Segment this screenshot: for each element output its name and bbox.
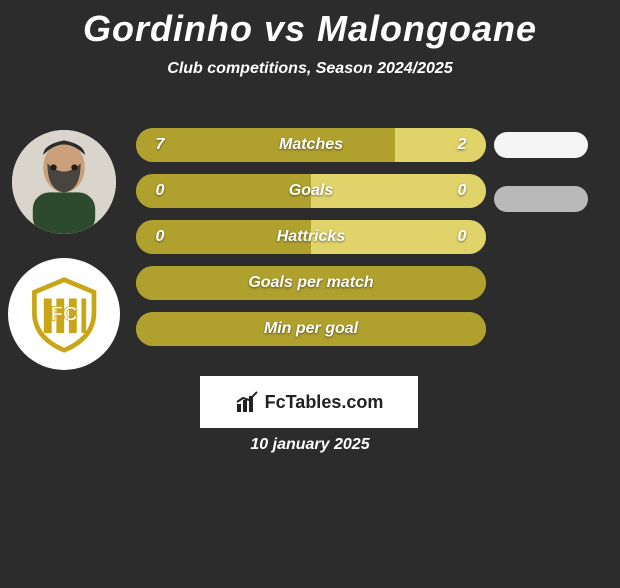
stat-row: 0Goals0 <box>136 174 486 208</box>
date-label: 10 january 2025 <box>0 436 620 454</box>
stat-label: Hattricks <box>184 228 438 246</box>
chart-icon <box>235 390 259 414</box>
stat-right-value: 0 <box>438 228 486 246</box>
club-badge: FC <box>8 258 120 370</box>
stat-row: 0Hattricks0 <box>136 220 486 254</box>
stat-row: Goals per match <box>136 266 486 300</box>
stat-label: Min per goal <box>184 320 438 338</box>
left-column: FC <box>8 130 120 370</box>
stat-label: Matches <box>184 136 438 154</box>
stats-container: 7Matches20Goals00Hattricks0Goals per mat… <box>136 128 486 358</box>
brand-footer[interactable]: FcTables.com <box>200 376 418 428</box>
stat-right-value: 2 <box>438 136 486 154</box>
stat-left-value: 0 <box>136 228 184 246</box>
player-avatar <box>12 130 116 234</box>
stat-right-value: 0 <box>438 182 486 200</box>
comparison-subtitle: Club competitions, Season 2024/2025 <box>0 60 620 78</box>
comparison-title: Gordinho vs Malongoane <box>0 8 620 50</box>
stat-row: 7Matches2 <box>136 128 486 162</box>
stat-left-value: 7 <box>136 136 184 154</box>
stat-label: Goals per match <box>184 274 438 292</box>
stat-left-value: 0 <box>136 182 184 200</box>
brand-text: FcTables.com <box>265 392 384 413</box>
side-pill <box>494 186 588 212</box>
side-pill <box>494 132 588 158</box>
stat-label: Goals <box>184 182 438 200</box>
svg-text:FC: FC <box>50 303 77 325</box>
stat-row: Min per goal <box>136 312 486 346</box>
